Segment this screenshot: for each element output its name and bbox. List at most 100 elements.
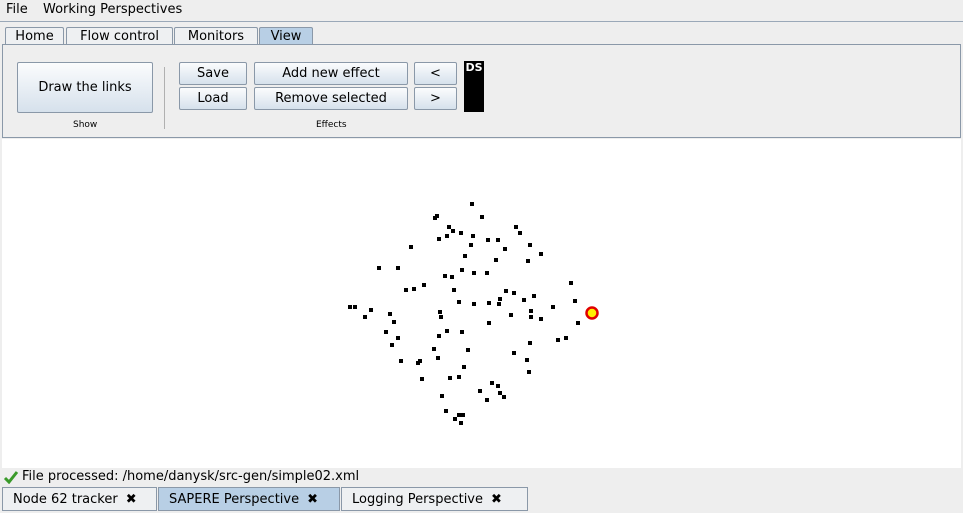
node[interactable] <box>528 341 532 345</box>
node[interactable] <box>404 288 408 292</box>
button[interactable]: Add new effect <box>254 62 408 85</box>
tab[interactable]: Flow control <box>66 27 173 45</box>
node[interactable] <box>452 288 456 292</box>
node[interactable] <box>457 375 461 379</box>
node[interactable] <box>529 309 533 313</box>
node[interactable] <box>438 310 442 314</box>
node[interactable] <box>348 305 352 309</box>
node[interactable] <box>539 317 543 321</box>
node[interactable] <box>504 289 508 293</box>
menu-item[interactable]: Working Perspectives <box>43 2 183 17</box>
node[interactable] <box>576 321 580 325</box>
node[interactable] <box>462 365 466 369</box>
node[interactable] <box>525 358 529 362</box>
node[interactable] <box>439 315 443 319</box>
node[interactable] <box>539 252 543 256</box>
button[interactable]: Draw the links <box>17 62 153 113</box>
node[interactable] <box>556 338 560 342</box>
node[interactable] <box>353 305 357 309</box>
node[interactable] <box>503 247 507 251</box>
tab[interactable]: Home <box>5 27 64 45</box>
node[interactable] <box>471 234 475 238</box>
node[interactable] <box>480 215 484 219</box>
node[interactable] <box>396 266 400 270</box>
node[interactable] <box>437 334 441 338</box>
node[interactable] <box>422 283 426 287</box>
node[interactable] <box>388 312 392 316</box>
node[interactable] <box>551 305 555 309</box>
node[interactable] <box>460 330 464 334</box>
node[interactable] <box>409 245 413 249</box>
node[interactable] <box>412 287 416 291</box>
node[interactable] <box>453 417 457 421</box>
selected-node[interactable] <box>585 306 599 320</box>
node[interactable] <box>527 370 531 374</box>
node[interactable] <box>463 254 467 258</box>
node[interactable] <box>498 391 502 395</box>
node[interactable] <box>436 356 440 360</box>
node[interactable] <box>502 395 506 399</box>
node[interactable] <box>363 315 367 319</box>
button[interactable]: Save <box>179 62 247 85</box>
node[interactable] <box>522 298 526 302</box>
node[interactable] <box>564 336 568 340</box>
node[interactable] <box>497 302 501 306</box>
button[interactable]: > <box>414 87 457 110</box>
node[interactable] <box>369 308 373 312</box>
node[interactable] <box>457 413 461 417</box>
node[interactable] <box>399 359 403 363</box>
node[interactable] <box>390 343 394 347</box>
node[interactable] <box>487 321 491 325</box>
node[interactable] <box>396 336 400 340</box>
tab[interactable]: Monitors <box>174 27 258 45</box>
node[interactable] <box>420 377 424 381</box>
node[interactable] <box>466 348 470 352</box>
node[interactable] <box>496 238 500 242</box>
node[interactable] <box>569 281 573 285</box>
perspective-tab[interactable]: Logging Perspective ✖ <box>341 487 528 511</box>
menu-item[interactable]: File <box>6 2 28 17</box>
node[interactable] <box>470 202 474 206</box>
node[interactable] <box>526 259 530 263</box>
node[interactable] <box>469 243 473 247</box>
node[interactable] <box>459 231 463 235</box>
node[interactable] <box>461 413 465 417</box>
node[interactable] <box>478 389 482 393</box>
node[interactable] <box>392 320 396 324</box>
tab-selected[interactable]: View <box>259 27 313 45</box>
node[interactable] <box>490 381 494 385</box>
node[interactable] <box>496 384 500 388</box>
node[interactable] <box>451 229 455 233</box>
node[interactable] <box>512 351 516 355</box>
node[interactable] <box>485 398 489 402</box>
node[interactable] <box>472 271 476 275</box>
node[interactable] <box>494 258 498 262</box>
node[interactable] <box>450 275 454 279</box>
close-icon[interactable]: ✖ <box>491 492 502 507</box>
perspective-tab-selected[interactable]: SAPERE Perspective ✖ <box>158 487 340 511</box>
perspective-tab[interactable]: Node 62 tracker ✖ <box>2 487 157 511</box>
node[interactable] <box>457 300 461 304</box>
node[interactable] <box>498 297 502 301</box>
node[interactable] <box>532 294 536 298</box>
node[interactable] <box>518 231 522 235</box>
node[interactable] <box>444 409 448 413</box>
node[interactable] <box>509 313 513 317</box>
node[interactable] <box>514 225 518 229</box>
button[interactable]: Load <box>179 87 247 110</box>
close-icon[interactable]: ✖ <box>307 492 319 507</box>
node[interactable] <box>487 301 491 305</box>
node[interactable] <box>437 237 441 241</box>
node[interactable] <box>485 271 489 275</box>
node[interactable] <box>460 268 464 272</box>
node[interactable] <box>432 347 436 351</box>
node[interactable] <box>443 274 447 278</box>
button[interactable]: < <box>414 62 457 85</box>
node[interactable] <box>440 394 444 398</box>
node[interactable] <box>433 216 437 220</box>
node[interactable] <box>445 329 449 333</box>
button[interactable]: Remove selected <box>254 87 408 110</box>
node[interactable] <box>486 238 490 242</box>
node[interactable] <box>416 361 420 365</box>
node[interactable] <box>529 315 533 319</box>
